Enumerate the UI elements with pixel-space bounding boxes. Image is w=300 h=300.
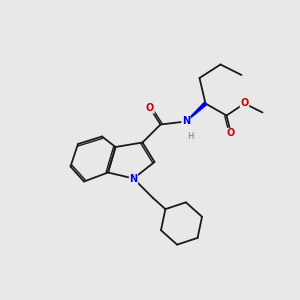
Text: O: O [227, 128, 235, 139]
Text: N: N [182, 116, 190, 127]
Text: H: H [187, 132, 194, 141]
Polygon shape [186, 102, 207, 122]
Text: N: N [129, 173, 138, 184]
Text: O: O [240, 98, 249, 109]
Text: O: O [146, 103, 154, 113]
